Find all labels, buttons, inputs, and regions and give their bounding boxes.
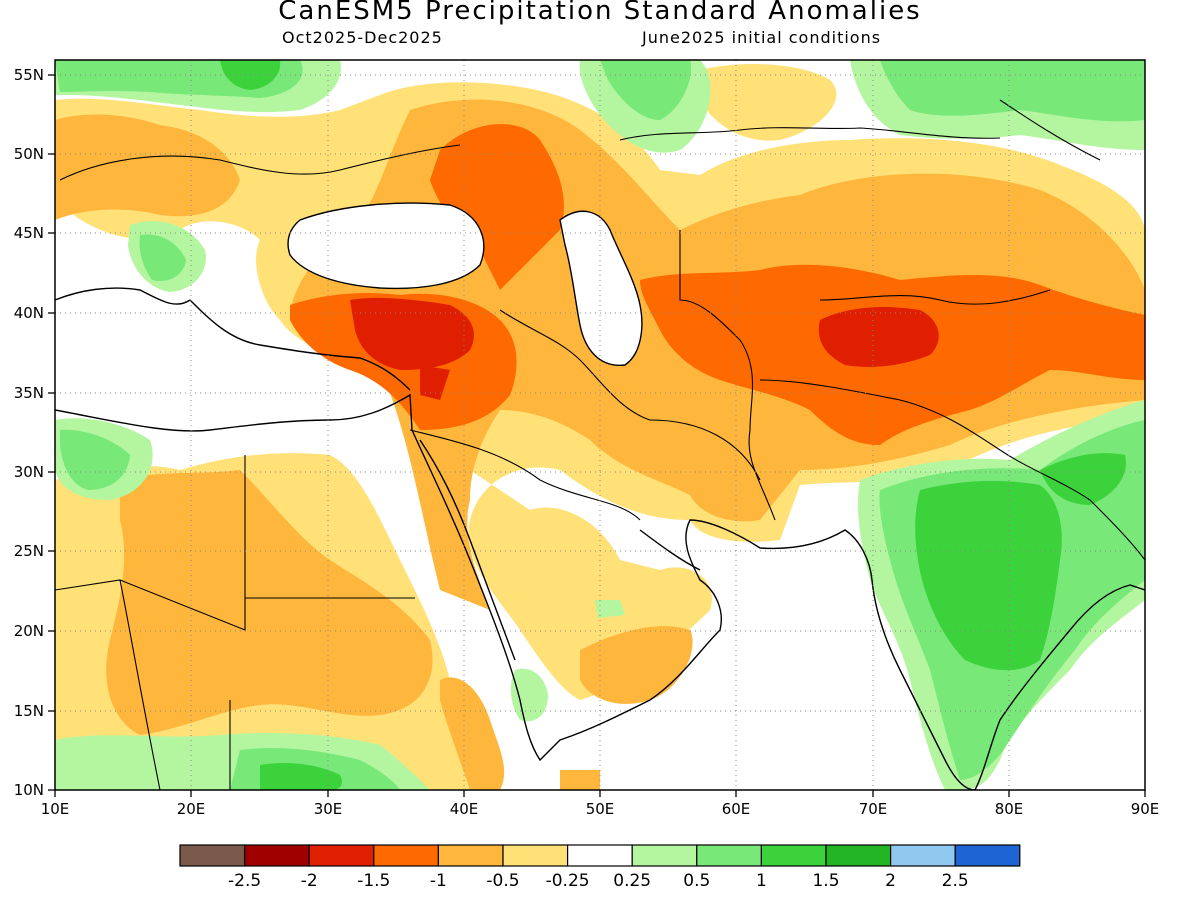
lat-label: 35N xyxy=(14,384,44,402)
colorbar-swatch xyxy=(244,844,310,867)
lon-label: 10E xyxy=(41,800,70,818)
colorbar-label: -2 xyxy=(301,871,318,891)
colorbar-swatch xyxy=(889,844,956,867)
colorbar-swatch xyxy=(825,844,892,867)
colorbar-label: -1.5 xyxy=(357,871,390,891)
colorbar-label: -0.5 xyxy=(486,871,519,891)
lon-label: 80E xyxy=(995,800,1024,818)
lat-label: 40N xyxy=(14,304,44,322)
initial-conditions: June2025 initial conditions xyxy=(642,28,882,47)
map-title: CanESM5 Precipitation Standard Anomalies xyxy=(278,0,922,26)
lon-label: 60E xyxy=(722,800,751,818)
colorbar-swatch xyxy=(566,844,633,867)
lat-label: 55N xyxy=(14,66,44,84)
colorbar-label: 2 xyxy=(885,871,896,891)
colorbar-swatch xyxy=(373,844,439,867)
colorbar: -2.5 -2 -1.5 -1 -0.5 -0.25 0.25 0.5 1 1.5 2 2.5 xyxy=(179,844,1021,891)
lon-label: 20E xyxy=(177,800,206,818)
colorbar-label: 1.5 xyxy=(812,871,839,891)
anomaly-fill xyxy=(55,60,1145,790)
colorbar-label: 0.5 xyxy=(683,871,710,891)
colorbar-swatch xyxy=(179,844,246,867)
colorbar-swatch xyxy=(760,844,827,867)
colorbar-swatch xyxy=(502,844,569,867)
lat-label: 25N xyxy=(14,542,44,560)
lon-label: 40E xyxy=(450,800,479,818)
lat-label: 45N xyxy=(14,224,44,242)
lon-label: 30E xyxy=(314,800,343,818)
colorbar-swatch xyxy=(437,844,504,867)
strong-wet-regions xyxy=(220,60,1126,790)
lat-label: 50N xyxy=(14,145,44,163)
colorbar-label: -1 xyxy=(430,871,447,891)
colorbar-swatch xyxy=(696,844,762,867)
forecast-period: Oct2025-Dec2025 xyxy=(282,28,443,47)
colorbar-label: -0.25 xyxy=(546,871,590,891)
colorbar-swatch xyxy=(631,844,698,867)
colorbar-label: 2.5 xyxy=(942,871,969,891)
strong-dry-regions xyxy=(350,297,939,400)
lat-label: 15N xyxy=(14,702,44,720)
lon-label: 70E xyxy=(859,800,888,818)
country-borders xyxy=(55,99,1145,790)
colorbar-label: 1 xyxy=(756,871,767,891)
lon-label: 50E xyxy=(586,800,615,818)
axis-ticks xyxy=(48,74,1146,797)
lat-label: 20N xyxy=(14,622,44,640)
lat-label: 30N xyxy=(14,463,44,481)
lon-label: 90E xyxy=(1131,800,1160,818)
grid-lines xyxy=(55,60,1145,790)
colorbar-label: -2.5 xyxy=(228,871,261,891)
colorbar-swatch xyxy=(308,844,375,867)
colorbar-label: 0.25 xyxy=(613,871,651,891)
coastlines xyxy=(55,202,1145,790)
lat-label: 10N xyxy=(14,781,44,799)
colorbar-swatch xyxy=(954,844,1021,867)
